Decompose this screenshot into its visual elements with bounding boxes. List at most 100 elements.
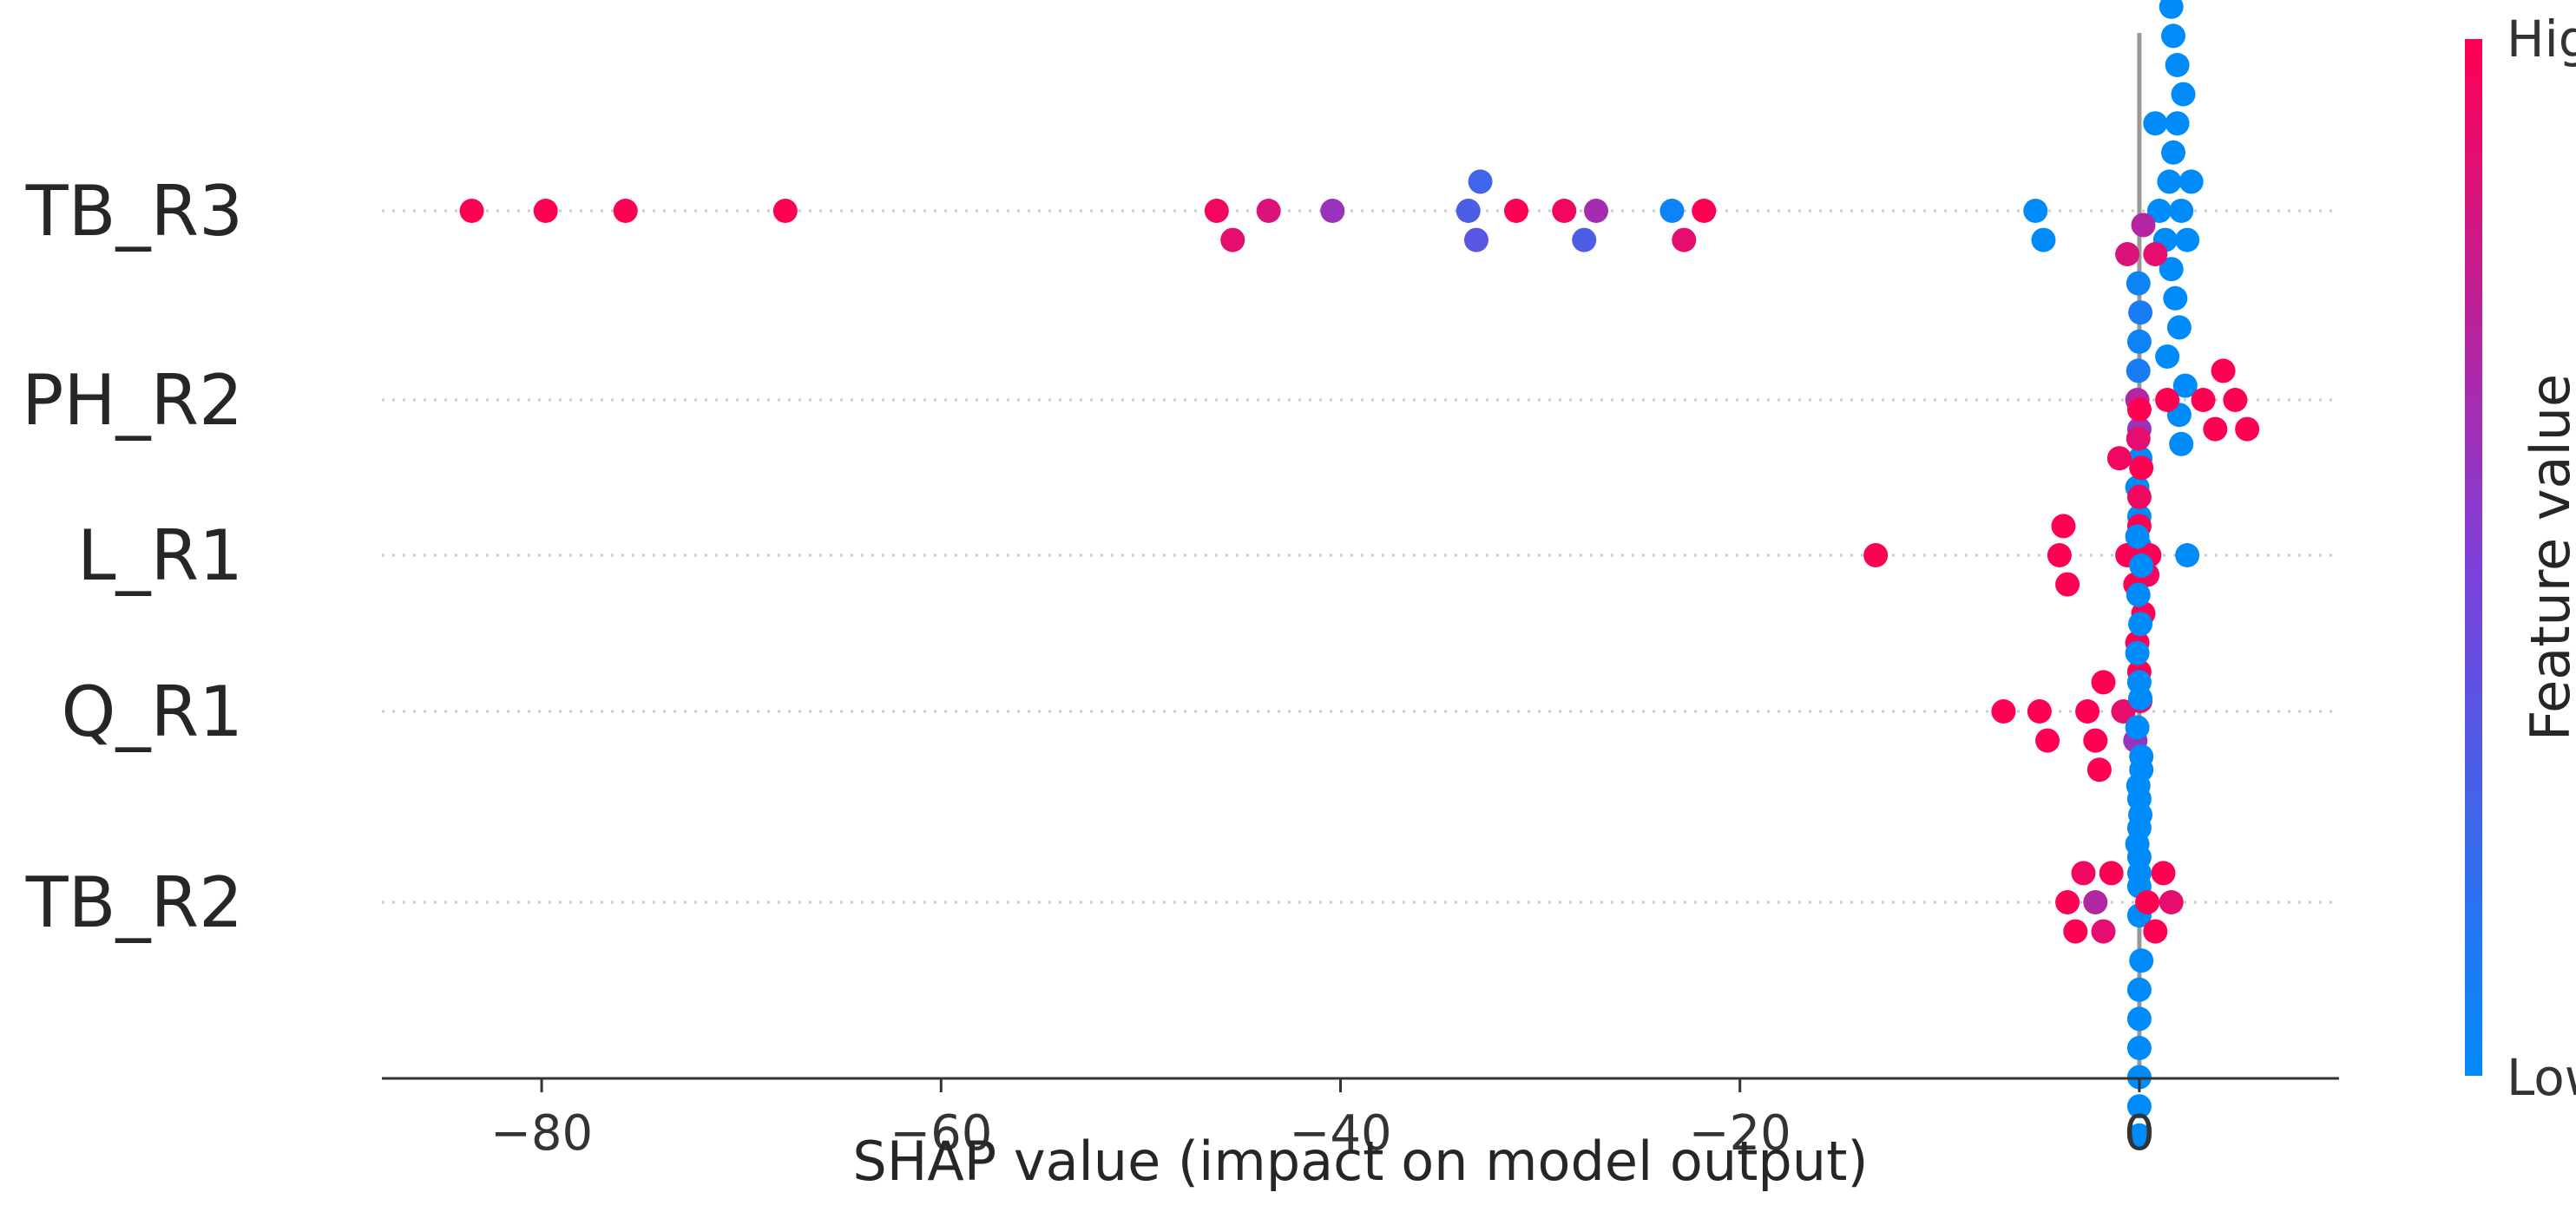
data-point (2126, 861, 2152, 886)
data-point (1320, 199, 1345, 223)
data-point (2143, 111, 2168, 136)
data-point (2106, 446, 2132, 471)
data-point (2128, 300, 2153, 325)
data-point (2129, 948, 2154, 973)
data-point (1220, 227, 1245, 252)
data-point (2115, 242, 2140, 266)
data-point (2211, 358, 2236, 383)
data-point (2126, 358, 2151, 383)
data-point (2126, 397, 2152, 422)
data-point (772, 199, 798, 223)
colorbar-high-label: High (2507, 10, 2576, 69)
data-point (2051, 514, 2076, 539)
data-point (1463, 227, 1488, 252)
x-tick-label: −40 (1289, 1105, 1391, 1162)
data-point (2157, 169, 2182, 194)
data-point (2166, 315, 2192, 340)
data-point (459, 199, 484, 223)
feature-label: PH_R2 (22, 360, 243, 441)
feature-label: L_R1 (77, 515, 243, 596)
data-point (1503, 199, 1528, 223)
data-point (2178, 169, 2204, 194)
x-axis-title: SHAP value (impact on model output) (852, 1130, 1868, 1193)
feature-label: TB_R2 (25, 862, 243, 943)
data-point (1204, 199, 1229, 223)
data-point (2169, 431, 2194, 456)
data-point (1468, 169, 1493, 194)
data-point (2165, 111, 2190, 136)
data-point (2235, 416, 2260, 442)
data-point (2161, 23, 2186, 49)
data-point (2126, 329, 2152, 354)
data-point (2083, 890, 2108, 914)
x-tick-label: 0 (2124, 1105, 2155, 1162)
feature-label: TB_R3 (25, 171, 243, 252)
data-point (2131, 213, 2156, 238)
data-point (1991, 699, 2016, 724)
data-point (2128, 803, 2153, 828)
data-point (2055, 572, 2080, 597)
data-point (2126, 1036, 2152, 1060)
data-point (2172, 373, 2198, 398)
data-point (2126, 582, 2151, 607)
data-point (2099, 861, 2124, 886)
x-tick-label: −80 (490, 1105, 593, 1162)
data-point (2111, 699, 2136, 724)
data-point (2128, 612, 2153, 637)
feature-label: Q_R1 (62, 672, 243, 752)
data-point (2191, 388, 2216, 412)
data-point (2129, 554, 2154, 578)
data-point (2063, 919, 2088, 944)
data-point (2091, 670, 2116, 695)
x-axis-ticks: −80 −60 −40 −20 0 (490, 1078, 2155, 1162)
colorbar-low-label: Low (2507, 1048, 2576, 1107)
data-point (1456, 199, 1481, 223)
x-tick-label: −20 (1689, 1105, 1791, 1162)
data-point (2125, 715, 2150, 740)
data-points (459, 0, 2260, 1148)
data-point (2223, 388, 2248, 412)
data-point (2143, 919, 2168, 944)
data-point (1692, 199, 1717, 223)
data-point (2047, 543, 2072, 567)
colorbar (2465, 39, 2482, 1076)
data-point (2143, 242, 2168, 266)
data-point (2086, 757, 2112, 783)
data-point (2125, 640, 2150, 665)
data-point (2203, 416, 2228, 442)
data-point (2126, 426, 2151, 451)
data-point (2126, 484, 2152, 509)
row-guides (382, 209, 2339, 904)
data-point (2159, 0, 2184, 19)
colorbar-title: Feature value (2519, 374, 2576, 741)
data-point (2023, 199, 2048, 223)
data-point (1659, 199, 1685, 223)
data-point (2151, 861, 2176, 886)
data-point (2126, 1006, 2152, 1032)
data-point (2083, 728, 2108, 753)
data-point (1672, 227, 1697, 252)
data-point (2126, 1094, 2152, 1119)
data-point (2125, 831, 2150, 856)
data-point (2071, 861, 2096, 886)
data-point (2091, 919, 2116, 944)
data-point (1256, 199, 1281, 223)
data-point (2128, 685, 2153, 711)
data-point (1572, 227, 1597, 252)
data-point (2027, 699, 2052, 724)
data-point (1584, 199, 1609, 223)
data-point (1863, 543, 1889, 567)
data-point (2075, 699, 2100, 724)
data-point (2135, 890, 2160, 914)
data-point (2031, 227, 2056, 252)
data-point (613, 199, 638, 223)
data-point (2126, 1123, 2152, 1148)
data-point (2159, 890, 2184, 914)
data-point (2171, 82, 2196, 107)
x-tick-label: −60 (890, 1105, 992, 1162)
data-point (1552, 199, 1577, 223)
data-point (2126, 773, 2151, 798)
data-point (2155, 344, 2180, 369)
data-point (2055, 890, 2080, 914)
